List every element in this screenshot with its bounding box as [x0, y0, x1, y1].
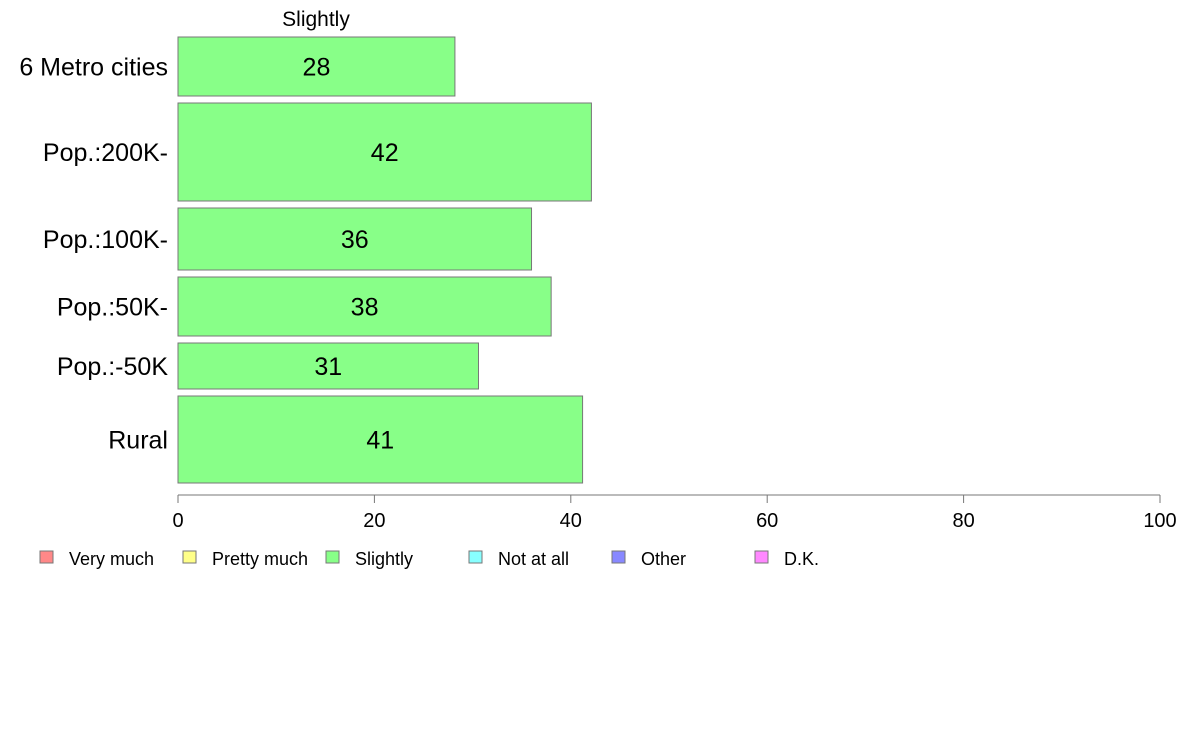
bar-value-label: 42: [371, 139, 399, 167]
legend-label: Very much: [69, 549, 154, 569]
category-label: Pop.:50K-: [57, 294, 168, 322]
bar: [177, 395, 584, 484]
x-tick-label: 20: [363, 510, 385, 532]
legend: Very much Pretty much Slightly Not at all Ot…: [39, 549, 819, 569]
bars-group: 28 6 Metro cities 42 Pop.:200K- 36 Pop.:100K-…: [19, 36, 592, 484]
category-label: Rural: [108, 427, 168, 455]
bar: [177, 276, 552, 337]
legend-swatch: [182, 550, 197, 564]
x-tick-label: 0: [172, 510, 183, 532]
category-label: Pop.:-50K: [57, 353, 169, 381]
category-label: 6 Metro cities: [19, 54, 168, 82]
bar: [177, 342, 479, 390]
bar-value-label: 38: [351, 294, 379, 322]
bar: [177, 102, 592, 202]
legend-label: Not at all: [498, 549, 569, 569]
bar-value-label: 36: [341, 226, 369, 254]
legend-swatch: [39, 550, 54, 564]
x-tick-label: 40: [560, 510, 582, 532]
bar-value-label: 28: [303, 54, 331, 82]
legend-label: D.K.: [784, 549, 819, 569]
x-tick-label: 80: [952, 510, 974, 532]
bar: [177, 36, 456, 97]
category-label: Pop.:200K-: [43, 139, 168, 167]
legend-label: Slightly: [355, 549, 413, 569]
legend-swatch: [611, 550, 626, 564]
x-axis: 0 20 40 60 80 100: [172, 494, 1177, 532]
legend-label: Other: [641, 549, 686, 569]
bar-value-label: 41: [366, 427, 394, 455]
series-title: Slightly: [282, 8, 350, 31]
legend-swatch: [754, 550, 769, 564]
bar-value-label: 31: [314, 353, 342, 381]
category-label: Pop.:100K-: [43, 226, 168, 254]
legend-swatch: [325, 550, 340, 564]
x-tick-label: 100: [1143, 510, 1176, 532]
legend-swatch: [468, 550, 483, 564]
legend-label: Pretty much: [212, 549, 308, 569]
x-tick-label: 60: [756, 510, 778, 532]
bar: [177, 207, 533, 271]
